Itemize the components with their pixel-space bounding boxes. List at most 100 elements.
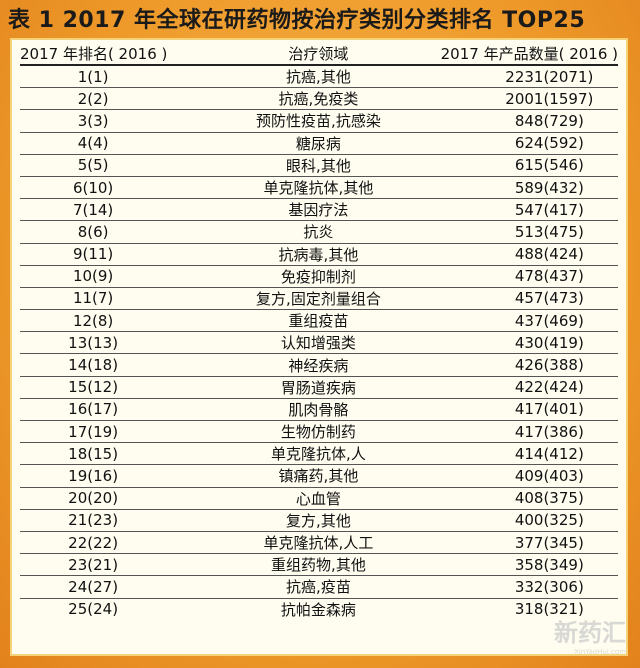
cell-rank: 4(4) xyxy=(20,132,197,155)
cell-domain: 重组药物,其他 xyxy=(196,553,441,577)
cell-count: 377(345) xyxy=(440,531,618,555)
cell-rank: 9(11) xyxy=(20,243,197,266)
cell-domain: 认知增强类 xyxy=(196,331,441,355)
cell-rank: 11(7) xyxy=(20,287,197,311)
cell-domain: 抗炎 xyxy=(196,220,441,244)
cell-count: 437(469) xyxy=(440,309,618,333)
cell-count: 358(349) xyxy=(440,553,618,577)
cell-rank: 15(12) xyxy=(20,376,197,399)
table-row: 22(22) 单克隆抗体,人工 377(345) xyxy=(20,531,618,555)
cell-domain: 镇痛药,其他 xyxy=(196,464,441,488)
table-row: 7(14) 基因疗法 547(417) xyxy=(20,198,618,222)
watermark-logo: 新药汇 XinYaoHui.com xyxy=(554,613,626,656)
cell-count: 409(403) xyxy=(440,464,618,488)
watermark-url: XinYaoHui.com xyxy=(574,648,626,656)
cell-rank: 7(14) xyxy=(20,198,197,222)
cell-domain: 眼科,其他 xyxy=(196,154,441,177)
cell-count: 2231(2071) xyxy=(440,65,618,89)
cell-domain: 心血管 xyxy=(196,487,441,510)
table-row: 18(15) 单克隆抗体,人 414(412) xyxy=(20,442,618,466)
cell-domain: 单克隆抗体,人工 xyxy=(196,531,441,555)
cell-domain: 神经疾病 xyxy=(196,353,441,377)
cell-rank: 21(23) xyxy=(20,509,197,532)
cell-rank: 8(6) xyxy=(20,220,197,244)
cell-rank: 14(18) xyxy=(20,353,197,377)
cell-domain: 抗帕金森病 xyxy=(280,600,356,619)
cell-domain: 复方,其他 xyxy=(196,509,441,532)
cell-count: 408(375) xyxy=(440,487,618,510)
cell-count: 547(417) xyxy=(440,198,618,222)
table-row: 20(20) 心血管 408(375) xyxy=(20,487,618,510)
table-row: 15(12) 胃肠道疾病 422(424) xyxy=(20,376,618,399)
ranking-table: 2017 年排名( 2016 ) 治疗领域 2017 年产品数量( 2016 )… xyxy=(20,42,618,620)
cell-rank: 2(2) xyxy=(20,87,197,111)
cell-count: 457(473) xyxy=(440,287,618,311)
cell-rank: 13(13) xyxy=(20,331,197,355)
table-row: 6(10) 单克隆抗体,其他 589(432) xyxy=(20,176,618,200)
table-row: 8(6) 抗炎 513(475) xyxy=(20,220,618,244)
cell-rank: 16(17) xyxy=(20,398,197,422)
table-row: 16(17) 肌肉骨骼 417(401) xyxy=(20,398,618,422)
cell-count: 488(424) xyxy=(440,243,618,266)
cell-domain: 重组疫苗 xyxy=(196,309,441,333)
cell-rank: 3(3) xyxy=(20,109,197,133)
cell-count: 400(325) xyxy=(440,509,618,532)
table-title: 表 1 2017 年全球在研药物按治疗类别分类排名 TOP25 xyxy=(8,8,586,33)
cell-rank: 24(27) xyxy=(20,575,197,599)
table-row: 17(19) 生物仿制药 417(386) xyxy=(20,420,618,444)
watermark-name: 新药汇 xyxy=(554,619,626,647)
cell-count: 2001(1597) xyxy=(440,87,618,111)
table-row: 3(3) 预防性疫苗,抗感染 848(729) xyxy=(20,109,618,133)
cell-domain: 抗癌,疫苗 xyxy=(196,575,441,599)
cell-count: 589(432) xyxy=(440,176,618,200)
cell-domain: 肌肉骨骼 xyxy=(196,398,441,422)
cell-domain: 复方,固定剂量组合 xyxy=(196,287,441,311)
cell-count: 615(546) xyxy=(440,154,618,177)
header-rank: 2017 年排名( 2016 ) xyxy=(20,42,197,66)
table-row: 10(9) 免疫抑制剂 478(437) xyxy=(20,265,618,288)
cell-domain: 抗癌,其他 xyxy=(196,65,441,89)
table-panel: 2017 年排名( 2016 ) 治疗领域 2017 年产品数量( 2016 )… xyxy=(10,38,628,656)
table-row: 21(23) 复方,其他 400(325) xyxy=(20,509,618,532)
cell-rank: 20(20) xyxy=(20,487,197,510)
cell-rank: 6(10) xyxy=(20,176,197,200)
cell-rank: 19(16) xyxy=(20,464,197,488)
cell-rank: 25(24) xyxy=(68,600,119,619)
cell-rank: 23(21) xyxy=(20,553,197,577)
cell-rank: 18(15) xyxy=(20,442,197,466)
header-count: 2017 年产品数量( 2016 ) xyxy=(440,42,618,66)
table-row: 24(27) 抗癌,疫苗 332(306) xyxy=(20,575,618,599)
cell-rank: 22(22) xyxy=(20,531,197,555)
cell-domain: 单克隆抗体,人 xyxy=(196,442,441,466)
table-row: 12(8) 重组疫苗 437(469) xyxy=(20,309,618,333)
table-row: 5(5) 眼科,其他 615(546) xyxy=(20,154,618,177)
cell-count: 422(424) xyxy=(440,376,618,399)
cell-count: 417(401) xyxy=(440,398,618,422)
cell-domain: 抗癌,免疫类 xyxy=(196,87,441,111)
table-row: 1(1) 抗癌,其他 2231(2071) xyxy=(20,65,618,89)
header-domain: 治疗领域 xyxy=(196,42,441,66)
cell-domain: 生物仿制药 xyxy=(196,420,441,444)
cell-count: 318(321) xyxy=(514,600,584,619)
cell-domain: 免疫抑制剂 xyxy=(196,265,441,288)
table-row: 11(7) 复方,固定剂量组合 457(473) xyxy=(20,287,618,311)
cell-domain: 糖尿病 xyxy=(196,132,441,155)
cell-rank: 12(8) xyxy=(20,309,197,333)
cell-rank: 1(1) xyxy=(20,65,197,89)
table-row: 13(13) 认知增强类 430(419) xyxy=(20,331,618,355)
cell-count: 848(729) xyxy=(440,109,618,133)
cell-domain: 抗病毒,其他 xyxy=(196,243,441,266)
table-row: 19(16) 镇痛药,其他 409(403) xyxy=(20,464,618,488)
cell-domain: 基因疗法 xyxy=(196,198,441,222)
table-row: 23(21) 重组药物,其他 358(349) xyxy=(20,553,618,577)
table-row: 9(11) 抗病毒,其他 488(424) xyxy=(20,243,618,266)
table-row: 2(2) 抗癌,免疫类 2001(1597) xyxy=(20,87,618,111)
table-row: 4(4) 糖尿病 624(592) xyxy=(20,132,618,155)
cell-rank: 17(19) xyxy=(20,420,197,444)
table-row: 25(24) 抗帕金森病 318(321) xyxy=(20,598,618,620)
cell-count: 414(412) xyxy=(440,442,618,466)
cell-count: 478(437) xyxy=(440,265,618,288)
cell-count: 624(592) xyxy=(440,132,618,155)
cell-count: 426(388) xyxy=(440,353,618,377)
table-row: 14(18) 神经疾病 426(388) xyxy=(20,353,618,377)
